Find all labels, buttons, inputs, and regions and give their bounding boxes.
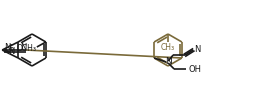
Text: N: N [165, 57, 172, 66]
Text: N: N [4, 43, 10, 52]
Text: CH₃: CH₃ [161, 44, 175, 53]
Text: S: S [9, 44, 14, 53]
Text: N: N [194, 45, 200, 54]
Text: N: N [8, 47, 14, 56]
Text: OCH₃: OCH₃ [17, 45, 37, 54]
Text: N: N [20, 43, 26, 52]
Text: OH: OH [189, 65, 202, 74]
